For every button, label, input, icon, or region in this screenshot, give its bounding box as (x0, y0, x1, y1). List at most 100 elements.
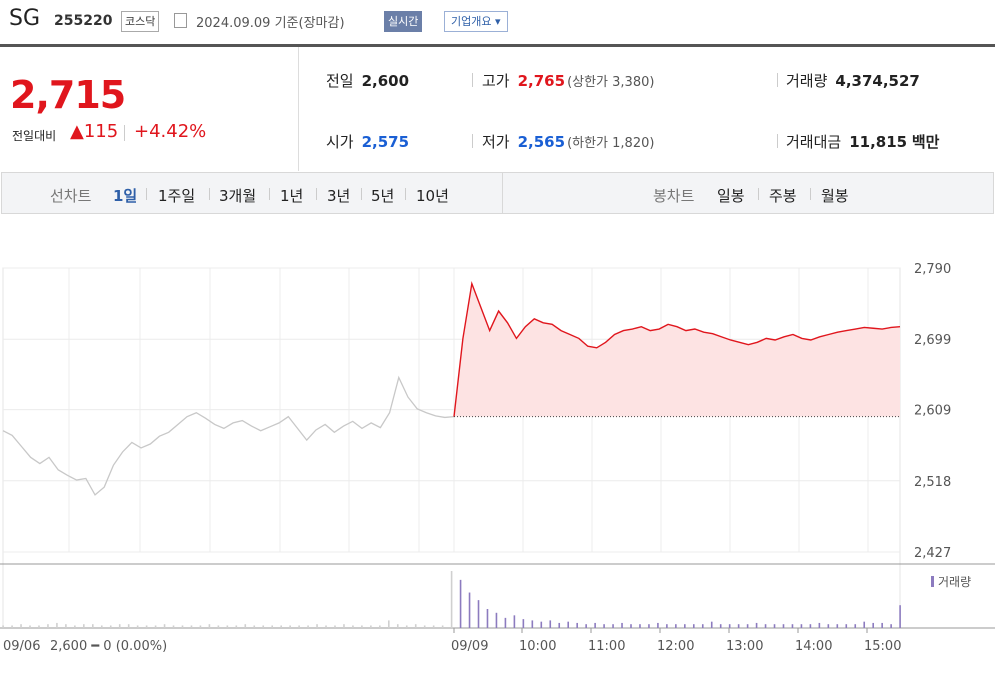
volume-bar (522, 619, 525, 628)
volume-bar (666, 624, 668, 628)
candle-chart-label: 봉차트 (653, 187, 695, 205)
volume-bar (459, 579, 462, 628)
volume-bar (567, 621, 570, 628)
volume-bar (92, 624, 94, 628)
volume-bar (728, 624, 731, 628)
live-button[interactable]: 실시간 (384, 11, 423, 32)
volume-bar (863, 621, 866, 628)
x-tick-label: 15:00 (864, 639, 901, 654)
volume-bar (163, 624, 166, 628)
tab-1y[interactable]: 1년 (280, 187, 304, 205)
tab-5y[interactable]: 5년 (371, 187, 395, 205)
current-price: 2,715 (10, 73, 126, 117)
volume-bar (199, 625, 202, 628)
volume-bar (154, 625, 157, 628)
volume-bar (298, 625, 300, 628)
stat-low: 저가 2,565 (하한가 1,820) (482, 133, 655, 151)
volume-bar (423, 625, 426, 628)
volume-bar (208, 624, 211, 628)
tab-1w[interactable]: 1주일 (158, 187, 196, 205)
volume-bar (845, 624, 848, 628)
x-tick-label: 14:00 (795, 639, 832, 654)
tab-divider (810, 188, 811, 200)
stat-amount: 거래대금 11,815 백만 (786, 133, 940, 151)
tab-3y[interactable]: 3년 (327, 187, 351, 205)
volume-bar (899, 605, 901, 628)
tab-3m[interactable]: 3개월 (219, 187, 257, 205)
volume-bar (881, 622, 883, 628)
volume-bar (100, 625, 103, 628)
volume-bar (396, 624, 399, 628)
tab-divider (758, 188, 759, 200)
volume-bar (450, 571, 453, 628)
y-tick-label: 2,790 (914, 262, 951, 277)
y-tick-label: 2,699 (914, 333, 951, 348)
price-chart[interactable]: 2,790 2,699 2,609 2,518 2,427 거래량 09/06 2,600 ━… (0, 216, 995, 679)
tab-weekly-candle[interactable]: 주봉 (769, 187, 797, 205)
stock-header: SG 255220 코스닥 2024.09.09 기준(장마감) 실시간 기업개… (0, 0, 995, 44)
change-amount: ▲115 (70, 121, 119, 142)
volume-bar (495, 612, 498, 628)
volume-legend-swatch (931, 576, 934, 587)
stat-divider (472, 134, 473, 148)
volume-bar (782, 624, 785, 628)
volume-bar (773, 624, 776, 628)
tab-1d[interactable]: 1일 (113, 187, 138, 205)
volume-bar (145, 625, 148, 628)
volume-bar (262, 625, 265, 628)
chart-axes: 2,790 2,699 2,609 2,518 2,427 거래량 09/06 2,600 ━… (3, 262, 971, 654)
x-tick-label: 12:00 (657, 639, 694, 654)
stat-divider (777, 73, 778, 87)
volume-bar (441, 625, 444, 628)
x-start-label: 09/06 (3, 639, 40, 654)
tab-monthly-candle[interactable]: 월봉 (821, 187, 849, 205)
volume-bar (657, 622, 659, 628)
volume-bar (872, 622, 874, 628)
tabs-divider (502, 173, 503, 213)
volume-bar (594, 622, 596, 628)
volume-bar (235, 625, 238, 628)
volume-bar (217, 625, 220, 628)
stat-volume: 거래량 4,374,527 (786, 72, 920, 90)
volume-bar (253, 625, 256, 628)
quote-date: 2024.09.09 기준(장마감) (196, 16, 345, 31)
stat-divider (472, 73, 473, 87)
tab-divider (146, 188, 147, 200)
volume-bar (118, 624, 121, 628)
volume-bar (20, 624, 22, 628)
stat-prev-close: 전일 2,600 (326, 72, 410, 90)
volume-bar (361, 625, 363, 628)
price-box: 2,715 전일대비 ▲115 +4.42% (0, 47, 299, 171)
volume-bar (836, 624, 839, 628)
prev-day-note: 2,600 ━ 0 (0.00%) (50, 639, 167, 654)
volume-bar (675, 624, 677, 628)
volume-bar (109, 625, 112, 628)
x-tick-label: 09/09 (451, 639, 488, 654)
volume-bar (558, 622, 561, 628)
quote-stats: 전일 2,600 고가 2,765 (상한가 3,380) 거래량 4,374,527 … (299, 47, 995, 171)
volume-bar (38, 625, 40, 628)
volume-bar (65, 624, 67, 628)
volume-bar (809, 624, 812, 628)
prev-day-line (2, 375, 455, 496)
volume-bar (755, 622, 758, 628)
volume-bar (56, 622, 58, 628)
tab-10y[interactable]: 10년 (416, 187, 449, 205)
tab-divider (209, 188, 210, 200)
market-badge: 코스닥 (121, 11, 160, 32)
volume-bar (737, 624, 740, 628)
tab-daily-candle[interactable]: 일봉 (717, 187, 745, 205)
volume-bar (47, 624, 49, 628)
volume-bar (325, 625, 327, 628)
chart-period-tabs: 선차트 1일 1주일 3개월 1년 3년 5년 10년 봉차트 일봉 주봉 월봉 (1, 172, 994, 214)
x-tick-label: 10:00 (519, 639, 556, 654)
volume-bar (684, 624, 686, 628)
volume-bar (603, 624, 605, 628)
header-divider (0, 44, 995, 47)
volume-bar (504, 617, 507, 628)
company-info-dropdown[interactable]: 기업개요 ▾ (444, 11, 508, 32)
line-chart-label: 선차트 (50, 187, 92, 205)
volume-bar (316, 624, 318, 628)
volume-bars (2, 571, 901, 628)
volume-bar (486, 609, 489, 628)
